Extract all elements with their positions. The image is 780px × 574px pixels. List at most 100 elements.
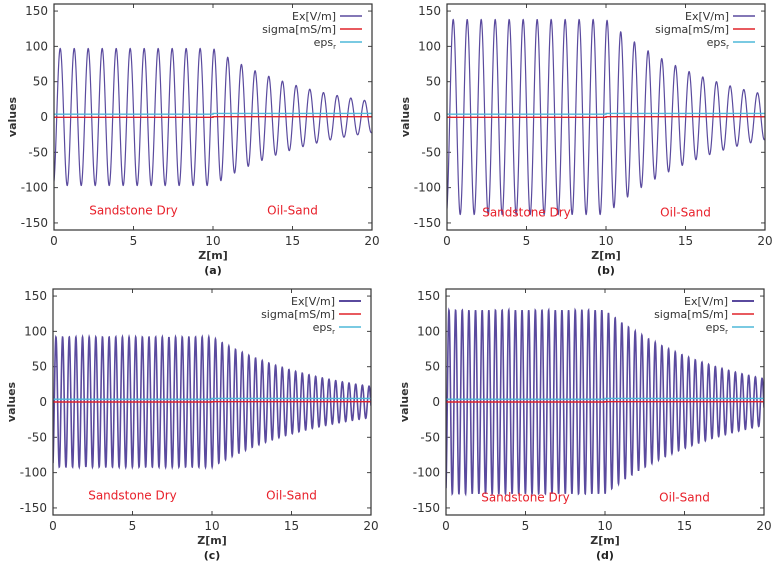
panel-caption: (d) bbox=[596, 549, 614, 562]
x-tick-label: 5 bbox=[522, 519, 530, 533]
y-tick-label: 150 bbox=[25, 4, 48, 18]
panel-caption: (a) bbox=[204, 264, 221, 277]
plot-frame bbox=[445, 288, 765, 516]
legend-label-main: Ex[V/m] bbox=[291, 295, 335, 308]
y-tick-label: -50 bbox=[27, 430, 47, 444]
legend-item: Ex[V/m] bbox=[292, 10, 362, 23]
y-tick-label: 150 bbox=[24, 289, 47, 303]
x-axis-label: Z[m] bbox=[197, 534, 227, 547]
y-tick-label: -50 bbox=[420, 430, 440, 444]
y-tick-label: 150 bbox=[418, 4, 441, 18]
y-tick-label: 0 bbox=[433, 110, 441, 124]
plot-frame bbox=[52, 288, 372, 516]
y-axis-label: values bbox=[5, 381, 18, 422]
y-tick-label: 0 bbox=[432, 395, 440, 409]
x-tick-label: 20 bbox=[756, 519, 771, 533]
x-axis-label: Z[m] bbox=[590, 534, 620, 547]
series-sigma-line bbox=[54, 115, 372, 119]
series-eps-line bbox=[446, 397, 764, 400]
legend-item: sigma[mS/m] bbox=[261, 308, 361, 321]
y-axis-label: values bbox=[399, 96, 412, 137]
legend-label: sigma[mS/m] bbox=[655, 23, 729, 36]
x-tick-label: 20 bbox=[363, 519, 378, 533]
y-tick-label: -150 bbox=[21, 216, 48, 230]
y-tick-label: -50 bbox=[28, 145, 48, 159]
legend-item: sigma[mS/m] bbox=[654, 308, 754, 321]
series-eps-line bbox=[447, 112, 765, 115]
x-tick-label: 15 bbox=[285, 234, 300, 248]
panel-caption: (c) bbox=[204, 549, 221, 562]
y-tick-label: 150 bbox=[417, 289, 440, 303]
plot-frame bbox=[53, 3, 373, 231]
legend-label: Ex[V/m] bbox=[291, 295, 335, 308]
y-tick-label: -100 bbox=[21, 181, 48, 195]
legend-label-main: eps bbox=[314, 36, 334, 49]
x-tick-label: 20 bbox=[364, 234, 379, 248]
annotation-sandstone-dry: Sandstone Dry bbox=[482, 206, 571, 220]
legend-item: epsr bbox=[706, 321, 754, 336]
y-tick-label: -150 bbox=[413, 501, 440, 515]
x-tick-label: 10 bbox=[598, 234, 613, 248]
annotation-sandstone-dry: Sandstone Dry bbox=[89, 203, 178, 217]
series-eps-line bbox=[54, 112, 372, 115]
series-ex-line bbox=[53, 333, 371, 471]
panel-c: -150 -100 -50 0 50 100 150 0 5 10 15 20 Ex[V/m]sigma… bbox=[5, 288, 379, 562]
series-ex-line bbox=[54, 47, 372, 187]
legend-item: Ex[V/m] bbox=[685, 10, 755, 23]
x-tick-label: 0 bbox=[442, 519, 450, 533]
legend-label-subscript: r bbox=[333, 43, 336, 51]
legend-label: epsr bbox=[313, 321, 335, 336]
legend: Ex[V/m]sigma[mS/m]epsr bbox=[262, 10, 362, 51]
legend-label-subscript: r bbox=[725, 328, 728, 336]
x-tick-label: 0 bbox=[443, 234, 451, 248]
y-tick-label: 100 bbox=[24, 324, 47, 338]
x-tick-label: 15 bbox=[284, 519, 299, 533]
legend-label: Ex[V/m] bbox=[292, 10, 336, 23]
x-axis-label: Z[m] bbox=[591, 249, 621, 262]
legend-label: epsr bbox=[314, 36, 336, 51]
x-tick-label: 0 bbox=[49, 519, 57, 533]
y-tick-label: 0 bbox=[40, 110, 48, 124]
panel-caption: (b) bbox=[597, 264, 615, 277]
annotation-oil-sand: Oil-Sand bbox=[660, 206, 711, 220]
y-tick-label: 100 bbox=[418, 39, 441, 53]
annotation-sandstone-dry: Sandstone Dry bbox=[88, 488, 177, 502]
y-tick-label: -50 bbox=[421, 145, 441, 159]
x-tick-label: 5 bbox=[129, 519, 137, 533]
panel-a: -150 -100 -50 0 50 100 150 0 5 10 15 20 Ex[V/m]sigma… bbox=[6, 3, 380, 277]
y-tick-label: 50 bbox=[426, 75, 441, 89]
legend-label-main: Ex[V/m] bbox=[292, 10, 336, 23]
legend-item: Ex[V/m] bbox=[684, 295, 754, 308]
series-ex-line bbox=[446, 307, 764, 497]
y-tick-label: 50 bbox=[33, 75, 48, 89]
legend-label: sigma[mS/m] bbox=[654, 308, 728, 321]
x-tick-label: 10 bbox=[597, 519, 612, 533]
legend-label-main: Ex[V/m] bbox=[684, 295, 728, 308]
y-tick-label: 0 bbox=[39, 395, 47, 409]
legend: Ex[V/m]sigma[mS/m]epsr bbox=[654, 295, 754, 336]
legend-item: epsr bbox=[707, 36, 755, 51]
legend-label-main: sigma[mS/m] bbox=[262, 23, 336, 36]
legend: Ex[V/m]sigma[mS/m]epsr bbox=[261, 295, 361, 336]
legend-label-main: sigma[mS/m] bbox=[261, 308, 335, 321]
legend-label: sigma[mS/m] bbox=[262, 23, 336, 36]
y-tick-label: -150 bbox=[414, 216, 441, 230]
y-tick-label: -100 bbox=[20, 466, 47, 480]
legend-label: epsr bbox=[707, 36, 729, 51]
plot-area bbox=[446, 307, 764, 497]
annotation-oil-sand: Oil-Sand bbox=[659, 491, 710, 505]
annotation-oil-sand: Oil-Sand bbox=[266, 488, 317, 502]
panel-b: -150 -100 -50 0 50 100 150 0 5 10 15 20 Ex[V/m]sigma… bbox=[399, 3, 773, 277]
legend-label: sigma[mS/m] bbox=[261, 308, 335, 321]
x-tick-label: 10 bbox=[205, 234, 220, 248]
legend-label-main: eps bbox=[313, 321, 333, 334]
legend-item: sigma[mS/m] bbox=[655, 23, 755, 36]
x-tick-label: 5 bbox=[130, 234, 138, 248]
legend-label-subscript: r bbox=[726, 43, 729, 51]
y-tick-label: 50 bbox=[425, 360, 440, 374]
legend-label-main: Ex[V/m] bbox=[685, 10, 729, 23]
x-tick-label: 15 bbox=[677, 519, 692, 533]
legend: Ex[V/m]sigma[mS/m]epsr bbox=[655, 10, 755, 51]
legend-label-main: sigma[mS/m] bbox=[654, 308, 728, 321]
